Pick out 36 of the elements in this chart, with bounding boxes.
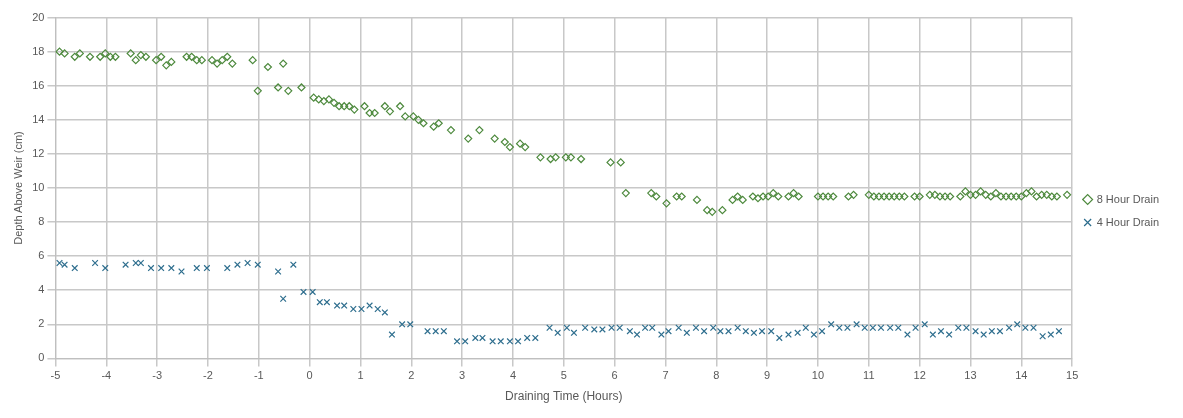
x-tick-label: -3 [152,369,162,382]
x-tick-label: 6 [611,369,618,382]
x-axis-title: Draining Time (Hours) [505,389,623,404]
x-tick-label: 5 [560,369,567,382]
x-tick-label: 14 [1015,369,1028,382]
y-tick-label: 20 [32,10,45,23]
y-axis-title: Depth Above Weir (cm) [11,131,24,245]
x-tick-label: 15 [1066,369,1079,382]
x-tick-label: 9 [764,369,771,382]
x-tick-label: 7 [662,369,669,382]
legend-label: 4 Hour Drain [1096,215,1159,228]
x-tick-label: 3 [459,369,466,382]
legend-label: 8 Hour Drain [1096,192,1159,205]
x-tick-label: 0 [306,369,313,382]
y-tick-label: 12 [32,146,45,159]
x-tick-label: -5 [50,369,61,382]
x-tick-label: 8 [713,369,720,382]
x-tick-label: -2 [203,369,213,382]
x-tick-label: -1 [253,369,264,382]
y-tick-label: 10 [32,181,45,194]
x-tick-label: 12 [913,369,926,382]
x-tick-label: 13 [964,369,977,382]
x-tick-label: 11 [863,369,875,382]
y-tick-label: 16 [32,78,45,91]
y-tick-label: 18 [32,44,45,57]
x-tick-label: 4 [509,369,517,382]
x-tick-label: 2 [408,369,415,382]
y-tick-label: 6 [38,249,45,262]
y-tick-label: 4 [38,283,45,296]
y-tick-label: 14 [32,112,45,125]
y-tick-label: 2 [38,317,45,330]
y-tick-label: 8 [38,215,45,228]
x-tick-label: 10 [811,369,825,382]
y-tick-label: 0 [38,351,45,364]
x-tick-label: 1 [357,369,364,382]
x-tick-label: -4 [101,369,112,382]
